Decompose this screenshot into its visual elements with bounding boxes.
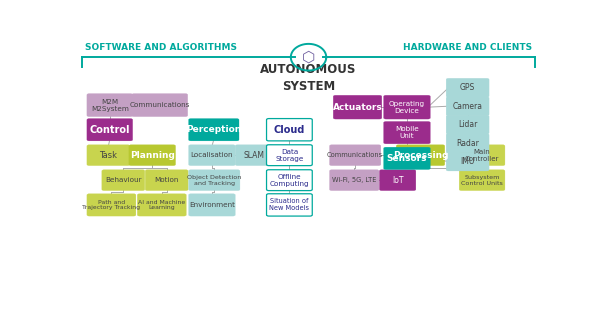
Text: Behaviour: Behaviour (105, 177, 141, 183)
Text: Communications: Communications (129, 102, 190, 108)
FancyBboxPatch shape (379, 170, 416, 191)
FancyBboxPatch shape (267, 118, 312, 141)
FancyBboxPatch shape (446, 97, 489, 116)
Text: Motion: Motion (155, 177, 179, 183)
Text: SOFTWARE AND ALGORITHMS: SOFTWARE AND ALGORITHMS (84, 43, 237, 52)
Text: ⬡: ⬡ (302, 50, 315, 65)
Text: Path and
Trajectory Tracking: Path and Trajectory Tracking (82, 199, 140, 210)
Text: Sensors: Sensors (386, 154, 427, 163)
FancyBboxPatch shape (87, 118, 132, 141)
FancyBboxPatch shape (137, 194, 186, 216)
Text: Radar: Radar (456, 139, 479, 147)
FancyBboxPatch shape (446, 115, 489, 134)
FancyBboxPatch shape (446, 78, 489, 97)
Text: Main
Controller: Main Controller (465, 149, 499, 162)
Text: Object Detection
and Tracking: Object Detection and Tracking (187, 175, 241, 186)
FancyBboxPatch shape (396, 145, 445, 166)
Text: Task: Task (99, 151, 117, 160)
Text: AUTONOMOUS
SYSTEM: AUTONOMOUS SYSTEM (260, 63, 357, 93)
FancyBboxPatch shape (188, 145, 235, 166)
Text: Operating
Device: Operating Device (389, 101, 425, 114)
Text: Situation of
New Models: Situation of New Models (270, 198, 309, 211)
FancyBboxPatch shape (446, 134, 489, 152)
FancyBboxPatch shape (87, 145, 130, 166)
Text: IoT: IoT (392, 176, 403, 185)
FancyBboxPatch shape (267, 194, 312, 216)
Text: Actuators: Actuators (333, 103, 382, 112)
FancyBboxPatch shape (132, 94, 188, 117)
Text: Cloud: Cloud (274, 125, 305, 135)
Text: IMU: IMU (461, 157, 475, 166)
Text: SLAM: SLAM (244, 151, 265, 160)
FancyBboxPatch shape (235, 145, 273, 166)
Text: Perception: Perception (186, 125, 241, 134)
FancyBboxPatch shape (334, 95, 382, 119)
Text: Offline
Computing: Offline Computing (270, 174, 309, 187)
FancyBboxPatch shape (267, 145, 312, 166)
Text: Environment: Environment (189, 202, 235, 208)
Text: Communications: Communications (327, 152, 383, 158)
FancyBboxPatch shape (383, 95, 430, 119)
Text: Camera: Camera (453, 102, 483, 111)
Text: Control: Control (90, 125, 130, 135)
FancyBboxPatch shape (102, 170, 144, 191)
FancyBboxPatch shape (145, 170, 188, 191)
Text: Mobile
Unit: Mobile Unit (395, 126, 419, 139)
Text: GPS: GPS (460, 83, 475, 92)
FancyBboxPatch shape (383, 122, 430, 144)
FancyBboxPatch shape (87, 194, 136, 216)
FancyBboxPatch shape (267, 170, 312, 191)
Text: Processing: Processing (393, 151, 448, 160)
Text: Data
Storage: Data Storage (275, 149, 303, 162)
Text: Wi-Fi, 5G, LTE: Wi-Fi, 5G, LTE (332, 177, 376, 183)
Text: Subsystem
Control Units: Subsystem Control Units (461, 175, 503, 186)
FancyBboxPatch shape (188, 194, 235, 216)
FancyBboxPatch shape (129, 145, 176, 166)
FancyBboxPatch shape (188, 170, 240, 191)
FancyBboxPatch shape (459, 170, 505, 191)
FancyBboxPatch shape (459, 145, 505, 166)
FancyBboxPatch shape (446, 152, 489, 171)
Text: AI and Machine
Learning: AI and Machine Learning (138, 199, 185, 210)
FancyBboxPatch shape (383, 147, 430, 169)
Text: HARDWARE AND CLIENTS: HARDWARE AND CLIENTS (403, 43, 533, 52)
Text: Planning: Planning (130, 151, 175, 160)
FancyBboxPatch shape (329, 170, 379, 191)
FancyBboxPatch shape (87, 94, 132, 117)
Text: Localisation: Localisation (191, 152, 233, 158)
Text: Lidar: Lidar (458, 120, 477, 129)
FancyBboxPatch shape (188, 118, 239, 141)
FancyBboxPatch shape (329, 145, 381, 166)
Text: M2M
M2System: M2M M2System (91, 99, 129, 112)
